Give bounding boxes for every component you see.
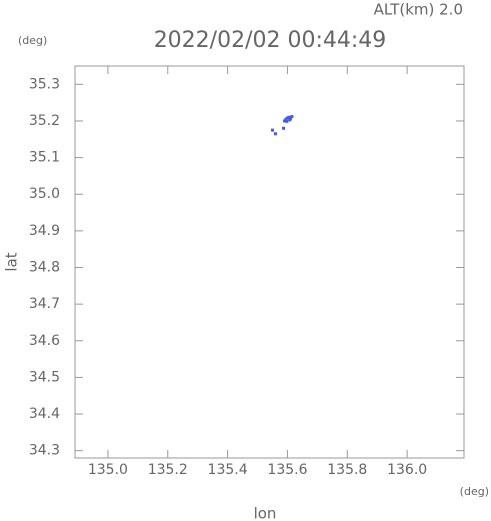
x-tick-label: 135.8 (327, 462, 367, 478)
y-tick-label: 34.9 (29, 223, 60, 239)
y-tick-label: 34.5 (29, 369, 60, 385)
point (290, 115, 294, 119)
y-tick-label: 34.3 (29, 443, 60, 459)
x-tick-label: 135.4 (208, 462, 248, 478)
point (282, 126, 286, 130)
point (288, 118, 292, 122)
y-tick-label: 34.4 (29, 406, 60, 422)
y-unit: (deg) (18, 34, 47, 47)
y-tick-label: 35.1 (29, 150, 60, 166)
y-axis-label: lat (3, 252, 21, 271)
header: ALT(km) 2.0 (374, 1, 463, 19)
y-tick-label: 34.7 (29, 296, 60, 312)
y-tick-label: 35.2 (29, 113, 60, 129)
point (270, 128, 274, 132)
x-axis-label: lon (254, 505, 277, 521)
point (285, 119, 289, 123)
y-tick-label: 35.3 (29, 76, 60, 92)
x-tick-label: 135.0 (88, 462, 128, 478)
point (273, 132, 277, 136)
y-tick-label: 34.6 (29, 333, 60, 349)
y-tick-label: 35.0 (29, 186, 60, 202)
y-tick-label: 34.8 (29, 259, 60, 275)
x-tick-label: 136.0 (387, 462, 427, 478)
plot-frame (74, 65, 465, 459)
chart-title: 2022/02/02 00:44:49 (154, 28, 387, 53)
x-unit: (deg) (460, 485, 489, 498)
point (282, 119, 286, 123)
x-tick-label: 135.6 (267, 462, 307, 478)
x-tick-label: 135.2 (148, 462, 188, 478)
